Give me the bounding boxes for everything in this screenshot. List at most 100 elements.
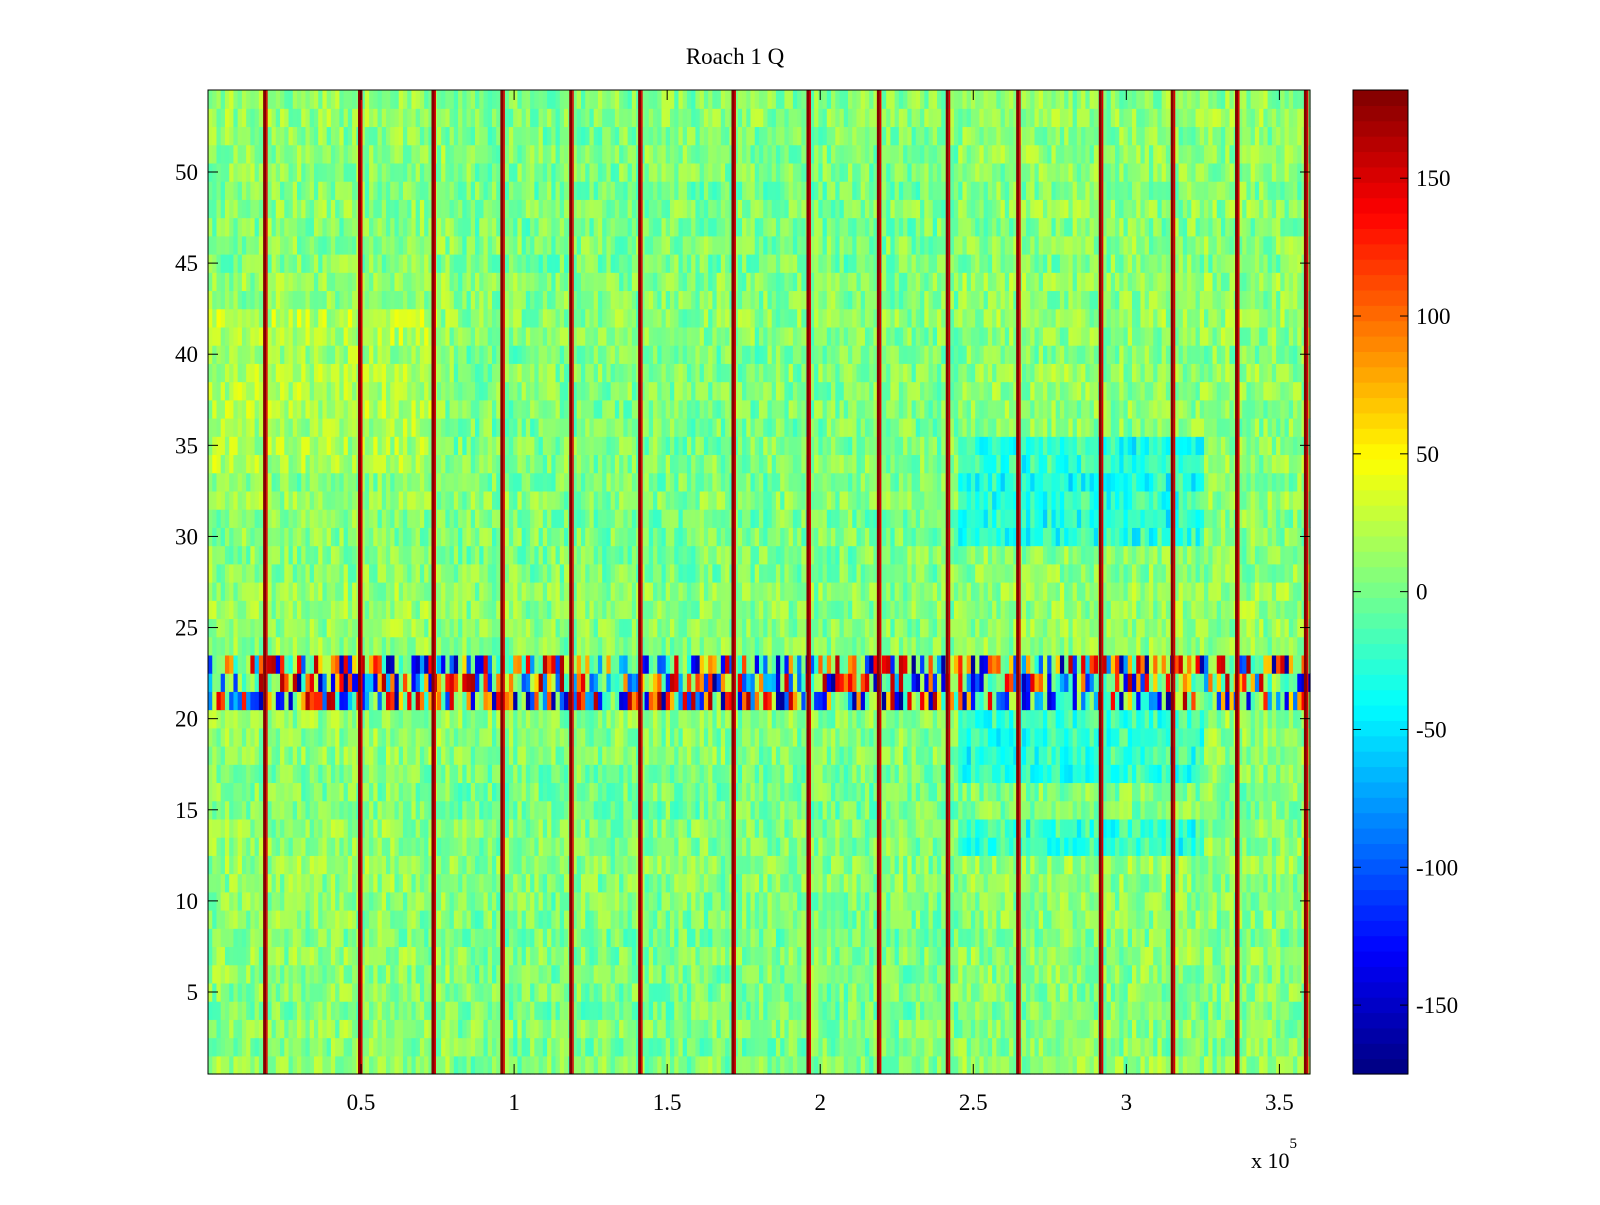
heatmap-cell: [864, 891, 870, 911]
heatmap-cell: [839, 1055, 845, 1075]
heatmap-cell: [1254, 1055, 1260, 1075]
heatmap-cell: [453, 1037, 459, 1057]
heatmap-cell: [394, 928, 400, 948]
heatmap-cell: [742, 891, 747, 911]
heatmap-cell: [703, 1001, 709, 1020]
heatmap-cell: [682, 782, 688, 802]
heatmap-cell: [890, 873, 896, 893]
heatmap-cell: [597, 837, 603, 856]
heatmap-cell: [576, 746, 582, 765]
heatmap-cell: [920, 928, 925, 948]
heatmap-cell: [1110, 1001, 1116, 1020]
heatmap-cell: [958, 910, 964, 929]
heatmap-cell: [903, 910, 908, 929]
heatmap-cell: [347, 928, 353, 948]
heatmap-cell: [1093, 764, 1099, 784]
heatmap-cell: [258, 1055, 264, 1075]
heatmap-cell: [271, 1037, 277, 1057]
heatmap-cell: [1259, 746, 1264, 765]
heatmap-cell: [1089, 946, 1095, 966]
heatmap-cell: [508, 891, 514, 911]
heatmap-cell: [881, 964, 887, 984]
heatmap-cell: [360, 818, 366, 838]
heatmap-cell: [449, 1037, 455, 1057]
heatmap-cell: [335, 782, 340, 802]
heatmap-cell: [1068, 946, 1074, 966]
heatmap-cell: [767, 946, 773, 966]
heatmap-cell: [1187, 746, 1192, 765]
heatmap-cell: [699, 982, 705, 1002]
heatmap-cell: [559, 964, 565, 984]
heatmap-cell: [1051, 1055, 1057, 1075]
heatmap-cell: [886, 873, 891, 893]
heatmap-cell: [657, 891, 663, 911]
heatmap-cell: [1115, 928, 1120, 948]
heatmap-cell: [1013, 855, 1019, 875]
heatmap-cell: [606, 855, 612, 875]
heatmap-cell: [521, 982, 527, 1002]
heatmap-cell: [644, 764, 650, 784]
heatmap-cell: [1106, 1037, 1112, 1057]
heatmap-cell: [1059, 873, 1065, 893]
heatmap-cell: [381, 818, 387, 838]
heatmap-cell: [364, 964, 370, 984]
heatmap-cell: [1051, 1019, 1057, 1039]
heatmap-cell: [1047, 800, 1053, 820]
heatmap-cell: [1254, 800, 1260, 820]
heatmap-cell: [479, 855, 485, 875]
heatmap-cell: [754, 782, 760, 802]
heatmap-cell: [458, 746, 463, 765]
heatmap-cell: [241, 891, 247, 911]
heatmap-cell: [966, 982, 972, 1002]
heatmap-cell: [483, 1037, 489, 1057]
heatmap-cell: [335, 1019, 340, 1039]
heatmap-cell: [572, 782, 578, 802]
heatmap-cell: [818, 873, 824, 893]
heatmap-cell: [1110, 873, 1116, 893]
heatmap-cell: [1055, 910, 1061, 929]
heatmap-cell: [1004, 910, 1010, 929]
heatmap-cell: [822, 746, 828, 765]
heatmap-cell: [1216, 727, 1222, 747]
heatmap-cell: [640, 746, 646, 765]
heatmap-cell: [301, 818, 307, 838]
heatmap-cell: [297, 873, 302, 893]
heatmap-cell: [1208, 746, 1214, 765]
heatmap-cell: [1216, 982, 1222, 1002]
heatmap-cell: [1280, 1001, 1286, 1020]
heatmap-cell: [1276, 1001, 1281, 1020]
heatmap-cell: [1051, 1037, 1057, 1057]
heatmap-cell: [1263, 910, 1269, 929]
heatmap-cell: [1242, 837, 1248, 856]
heatmap-cell: [1199, 946, 1205, 966]
heatmap-cell: [746, 855, 752, 875]
heatmap-cell: [678, 818, 684, 838]
heatmap-cell: [1093, 891, 1099, 911]
heatmap-cell: [398, 928, 404, 948]
heatmap-cell: [699, 855, 705, 875]
heatmap-cell: [1026, 855, 1031, 875]
heatmap-cell: [661, 855, 667, 875]
heatmap-cell: [1204, 764, 1209, 784]
heatmap-cell: [1229, 1037, 1235, 1057]
heatmap-cell: [419, 709, 425, 729]
heatmap-cell: [890, 910, 896, 929]
heatmap-cell: [1004, 855, 1010, 875]
heatmap-cell: [966, 1019, 972, 1039]
heatmap-cell: [1034, 928, 1040, 948]
heatmap-cell: [1191, 855, 1197, 875]
heatmap-cell: [530, 764, 535, 784]
heatmap-cell: [1144, 782, 1150, 802]
heatmap-cell: [886, 1037, 891, 1057]
heatmap-cell: [547, 1037, 552, 1057]
heatmap-cell: [513, 818, 519, 838]
heatmap-cell: [436, 1055, 442, 1075]
heatmap-cell: [1195, 837, 1201, 856]
heatmap-cell: [1089, 910, 1095, 929]
heatmap-cell: [911, 1019, 917, 1039]
heatmap-cell: [962, 928, 968, 948]
heatmap-cell: [1021, 800, 1027, 820]
heatmap-cell: [750, 1001, 756, 1020]
heatmap-cell: [924, 891, 930, 911]
heatmap-cell: [373, 855, 379, 875]
